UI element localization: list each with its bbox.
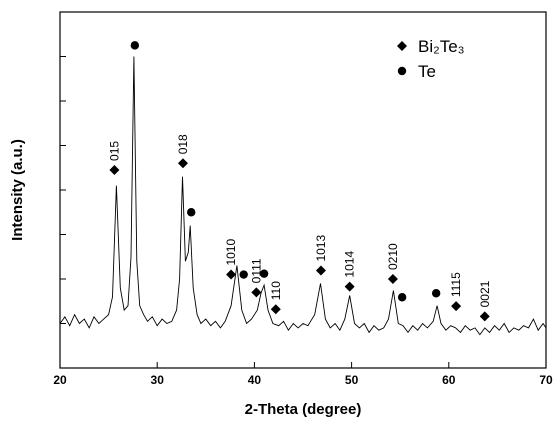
peak-label: 0210: [386, 243, 400, 270]
x-tick-label: 60: [442, 373, 456, 387]
peak-label: 0111: [249, 258, 263, 283]
peak-marker: [387, 274, 398, 284]
peak-label: 0021: [478, 280, 492, 307]
peak-label: 1014: [343, 251, 357, 278]
peak-marker: [344, 281, 355, 292]
x-tick-label: 50: [345, 373, 359, 387]
legend-marker: [397, 41, 407, 51]
peak-marker: [177, 158, 188, 169]
peak-marker: [479, 311, 490, 322]
peak-marker: [259, 269, 269, 278]
peak-marker: [270, 304, 281, 315]
peak-label: 1115: [449, 272, 463, 297]
peak-marker: [451, 301, 462, 312]
peak-marker: [315, 265, 326, 276]
x-axis-label: 2-Theta (degree): [245, 401, 362, 418]
peak-label: 018: [176, 134, 190, 154]
x-tick-label: 70: [539, 373, 553, 387]
peak-label: 015: [107, 141, 121, 161]
legend-marker: [397, 66, 407, 76]
peak-marker: [226, 269, 237, 280]
x-tick-label: 30: [151, 373, 165, 387]
legend-label: Te: [418, 62, 436, 81]
legend-label: Bi₂Te₃: [418, 37, 465, 56]
peak-label: 110: [269, 281, 283, 300]
x-tick-label: 40: [248, 373, 262, 387]
spectrum-line: [59, 56, 547, 336]
plot-frame: [59, 11, 547, 369]
peak-label: 1010: [224, 239, 238, 266]
y-axis-label: Intensity (a.u.): [9, 139, 26, 241]
peak-label: 1013: [314, 235, 328, 262]
peak-marker: [109, 164, 120, 175]
x-tick-label: 20: [53, 373, 67, 387]
peak-marker: [251, 287, 262, 298]
peak-marker: [239, 270, 248, 279]
peak-marker: [187, 208, 196, 217]
peak-marker: [130, 41, 140, 50]
peak-marker: [431, 289, 441, 298]
peak-marker: [397, 293, 407, 302]
